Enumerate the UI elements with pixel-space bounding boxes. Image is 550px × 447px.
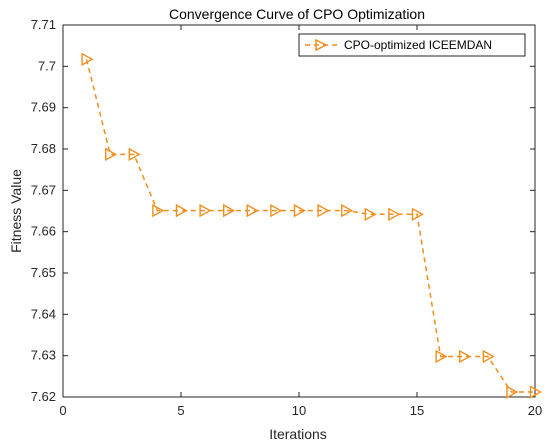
data-point (411, 207, 424, 221)
data-point (364, 207, 377, 221)
y-tick-label: 7.67 (31, 182, 56, 197)
data-point (435, 349, 448, 364)
data-point (222, 203, 236, 218)
chart-title: Convergence Curve of CPO Optimization (169, 6, 425, 22)
y-tick-label: 7.63 (31, 348, 56, 363)
legend-series-label: CPO-optimized ICEEMDAN (344, 38, 492, 52)
x-tick-label: 5 (177, 403, 184, 418)
data-point (246, 203, 259, 218)
data-point (506, 385, 519, 399)
series-layer (81, 52, 542, 399)
data-point (459, 349, 472, 364)
x-tick-label: 10 (292, 403, 306, 418)
data-point (81, 52, 94, 66)
y-tick-label: 7.64 (31, 306, 56, 321)
data-point (341, 203, 354, 218)
legend-marker (315, 38, 328, 52)
data-point (293, 203, 306, 218)
y-tick-label: 7.68 (31, 141, 56, 156)
data-point (270, 203, 283, 218)
y-tick-label: 7.62 (31, 389, 56, 404)
y-axis-label: Fitness Value (8, 169, 24, 253)
x-tick-label: 15 (410, 403, 424, 418)
data-point (388, 207, 401, 221)
data-point (104, 147, 118, 162)
data-point (482, 349, 495, 364)
y-tick-label: 7.69 (31, 100, 56, 115)
data-point (175, 203, 188, 218)
y-tick-label: 7.66 (31, 224, 56, 239)
data-point (152, 203, 165, 218)
data-point (529, 385, 542, 399)
y-tick-label: 7.7 (38, 58, 56, 73)
x-axis-label: Iterations (269, 426, 327, 442)
data-point (317, 203, 330, 218)
y-tick-label: 7.65 (31, 265, 56, 280)
data-point (128, 147, 141, 162)
x-tick-label: 20 (528, 403, 542, 418)
data-point (199, 203, 212, 218)
x-axis-ticks: 0 5 10 15 20 (59, 25, 542, 418)
legend: CPO-optimized ICEEMDAN (298, 33, 526, 57)
y-axis-ticks: 7.62 7.63 7.64 7.65 7.66 7.67 7.68 7.69 7.7 7.71 (31, 17, 535, 404)
y-tick-label: 7.71 (31, 17, 56, 32)
legend-box (298, 33, 526, 57)
x-tick-label: 0 (59, 403, 66, 418)
plot-border (62, 24, 536, 398)
